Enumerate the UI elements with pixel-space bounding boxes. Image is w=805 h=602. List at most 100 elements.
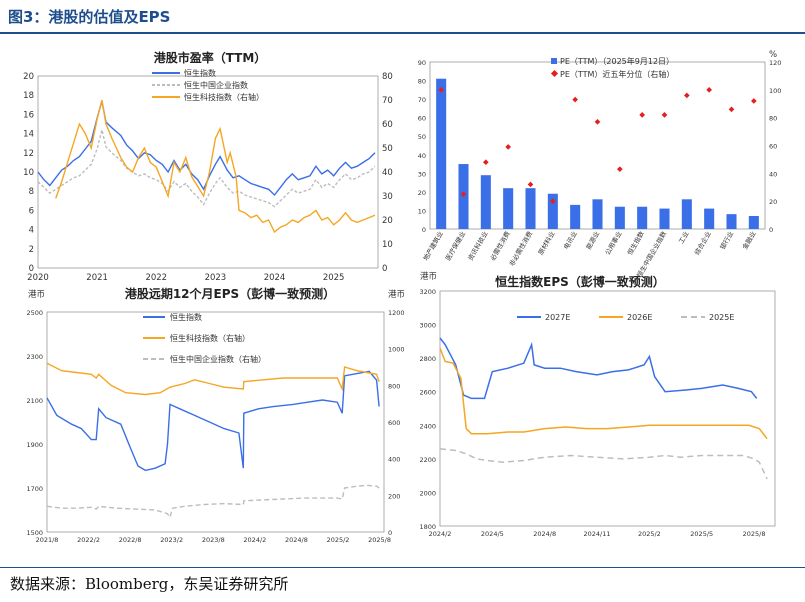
legend-swatch	[551, 58, 557, 64]
x-tick-label: 2024/2	[243, 536, 266, 544]
bar	[704, 208, 715, 229]
category-label: 能源业	[584, 229, 602, 251]
percentile-point	[572, 96, 578, 103]
y2-tick-label: 0	[388, 529, 392, 537]
x-tick-label: 2024/5	[481, 530, 504, 538]
legend-label: 2025E	[709, 313, 734, 322]
series-line-2	[46, 484, 380, 519]
legend-label: 2026E	[627, 313, 652, 322]
y-tick-label: 8	[29, 187, 34, 197]
bar	[592, 199, 603, 229]
y2-tick-label: 120	[769, 59, 781, 67]
y-tick-label: 18	[23, 91, 34, 101]
x-tick-label: 2025/5	[690, 530, 713, 538]
bar	[681, 199, 692, 229]
bar	[614, 206, 625, 229]
y-tick-label: 2100	[26, 397, 43, 405]
x-tick-label: 2024/2	[429, 530, 452, 538]
y2-tick-label: 80	[382, 72, 393, 82]
percentile-point	[594, 119, 601, 125]
legend-label: 恒生指数	[170, 312, 202, 322]
y2-unit-label: %	[769, 50, 777, 60]
y2-tick-label: 10	[382, 240, 393, 250]
y-unit-label: 港币	[420, 271, 437, 282]
percentile-point	[460, 191, 467, 198]
y2-tick-label: 20	[769, 198, 777, 206]
y2-tick-label: 50	[382, 144, 393, 154]
y-tick-label: 14	[23, 130, 34, 140]
bar	[547, 193, 558, 229]
bar	[748, 216, 759, 229]
y-tick-label: 2000	[419, 489, 436, 497]
category-label: 工业	[676, 229, 691, 245]
y2-tick-label: 600	[388, 419, 400, 427]
series-line-1	[37, 129, 376, 208]
y-tick-label: 50	[418, 133, 426, 141]
percentile-point	[706, 87, 712, 93]
x-tick-label: 2025/8	[368, 536, 391, 544]
series-line-1	[46, 362, 380, 396]
x-tick-label: 2023/2	[160, 536, 183, 544]
y2-tick-label: 20	[382, 216, 393, 226]
x-tick-label: 2024/8	[285, 536, 308, 544]
category-label: 恒生指数	[625, 229, 646, 256]
series-line-0	[439, 337, 758, 400]
y-tick-label: 2500	[26, 309, 43, 317]
y-tick-label: 40	[418, 152, 426, 160]
x-tick-label: 2025	[323, 273, 345, 283]
figure-title: 图3：港股的估值及EPS	[8, 8, 171, 26]
percentile-point	[639, 112, 645, 118]
bar	[726, 214, 737, 229]
percentile-point	[728, 106, 735, 113]
percentile-point	[527, 181, 534, 188]
category-label: 综合企业	[692, 229, 713, 256]
y-tick-label: 1900	[26, 441, 43, 449]
y-tick-label: 12	[23, 149, 34, 159]
y-tick-label: 10	[418, 207, 426, 215]
y-tick-label: 0	[422, 226, 426, 234]
chart-title: 港股远期12个月EPS（彭博一致预测）	[125, 286, 335, 301]
x-tick-label: 2025/2	[638, 530, 661, 538]
y-tick-label: 1700	[26, 485, 43, 493]
series-line-0	[37, 100, 376, 197]
category-label: 电讯业	[561, 229, 579, 251]
x-tick-label: 2025/2	[327, 536, 350, 544]
y2-tick-label: 200	[388, 492, 400, 500]
x-tick-label: 2023	[205, 273, 227, 283]
bar	[570, 204, 581, 229]
category-label: 地产建筑业	[421, 229, 445, 262]
y2-tick-label: 60	[382, 120, 393, 130]
chart-title: 恒生指数EPS（彭博一致预测）	[495, 274, 665, 289]
category-label: 公用事业	[603, 229, 624, 256]
y-unit-label: 港币	[28, 289, 45, 300]
y-tick-label: 3000	[419, 322, 436, 330]
y2-tick-label: 400	[388, 456, 400, 464]
percentile-point	[617, 166, 623, 172]
percentile-point	[438, 87, 444, 93]
legend-label: 恒生科技指数（右轴）	[184, 92, 264, 102]
legend-label: 恒生科技指数（右轴）	[170, 333, 250, 343]
y2-unit-label: 港币	[388, 289, 405, 300]
y-tick-label: 80	[418, 78, 426, 86]
y2-tick-label: 0	[769, 226, 773, 234]
bar	[480, 175, 491, 229]
legend-label: 恒生中国企业指数	[184, 80, 248, 90]
y2-tick-label: 30	[382, 192, 393, 202]
y-tick-label: 1800	[419, 523, 436, 531]
x-tick-label: 2022	[145, 273, 167, 283]
x-tick-label: 2024	[264, 273, 286, 283]
legend-label: PE（TTM）（2025年9月12日）	[560, 56, 674, 66]
y-tick-label: 6	[29, 206, 34, 216]
y-tick-label: 4	[29, 226, 34, 236]
y-tick-label: 2400	[419, 422, 436, 430]
series-line-2	[439, 448, 768, 480]
y-tick-label: 2800	[419, 355, 436, 363]
legend-label: 恒生中国企业指数（右轴）	[170, 354, 266, 364]
legend-label: 2027E	[545, 313, 570, 322]
y2-tick-label: 60	[769, 143, 777, 151]
title-rule	[0, 32, 805, 34]
category-label: 医疗保健业	[443, 229, 467, 262]
category-label: 必需性消费	[488, 229, 512, 262]
x-tick-label: 2021	[86, 273, 108, 283]
